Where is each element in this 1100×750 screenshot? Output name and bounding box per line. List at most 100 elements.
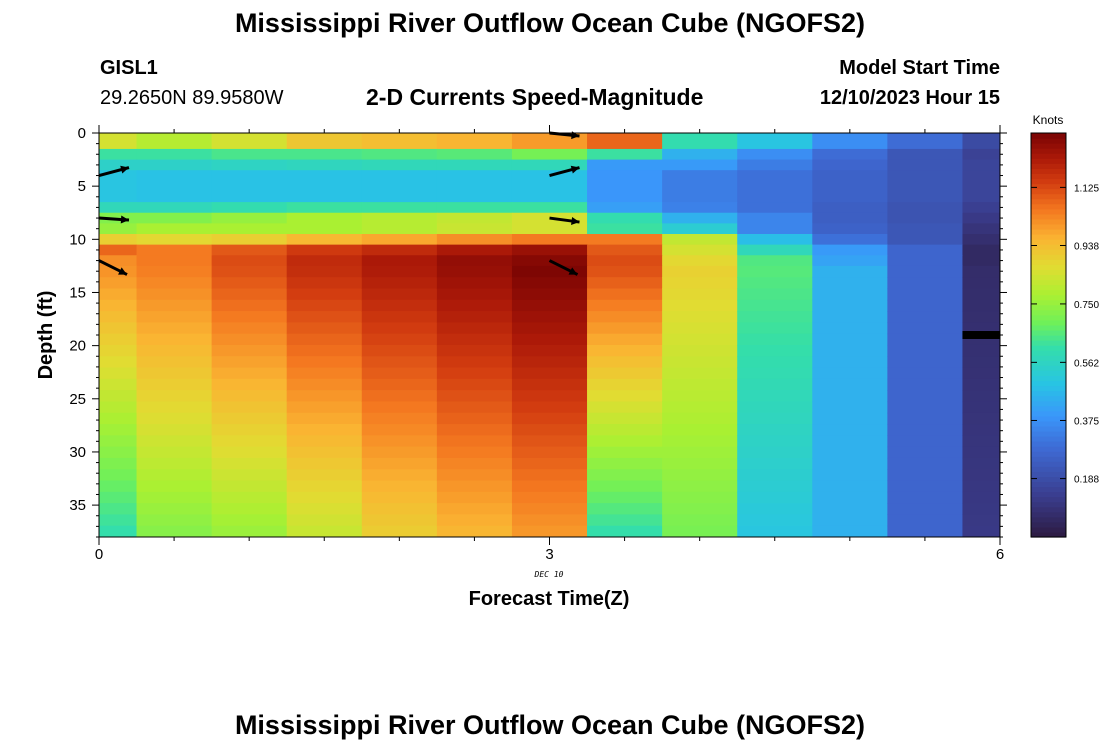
heatmap-cell	[99, 322, 138, 335]
colorbar-segment	[1031, 506, 1066, 513]
heatmap-cell	[662, 446, 738, 459]
heatmap-cell	[361, 446, 438, 459]
heatmap-cell	[361, 378, 438, 391]
colorbar-tick-label: 0.938	[1074, 241, 1099, 252]
colorbar-segment	[1031, 456, 1066, 462]
heatmap-cell	[286, 311, 363, 323]
heatmap-cell	[136, 159, 213, 171]
heatmap-cell	[962, 223, 1000, 235]
heatmap-cell	[812, 469, 888, 482]
heatmap-cell	[662, 223, 738, 235]
current-arrow	[548, 259, 579, 276]
heatmap-cell	[436, 244, 513, 256]
heatmap-cell	[136, 367, 213, 380]
heatmap-cell	[211, 333, 288, 346]
heatmap-cell	[587, 170, 663, 203]
heatmap-cell	[286, 480, 363, 493]
heatmap-cell	[587, 344, 663, 357]
heatmap-cell	[99, 159, 138, 171]
heatmap-cell	[737, 390, 813, 403]
heatmap-cell	[812, 412, 888, 425]
colorbar-segment	[1031, 218, 1066, 225]
colorbar-segment	[1031, 244, 1066, 250]
heatmap-cell	[511, 299, 588, 312]
colorbar-segment	[1031, 299, 1066, 306]
colorbar-segment	[1031, 228, 1066, 235]
heatmap-cell	[436, 503, 513, 516]
heatmap-cell	[136, 424, 213, 436]
heatmap-cell	[887, 299, 964, 312]
heatmap-cell	[662, 148, 738, 161]
heatmap-cell	[286, 457, 363, 470]
heatmap-cell	[662, 159, 738, 171]
heatmap-cell	[436, 446, 513, 459]
heatmap-cell	[361, 159, 438, 171]
heatmap-cell	[99, 265, 138, 278]
heatmap-cell	[511, 133, 588, 150]
heatmap-cell	[136, 469, 213, 482]
heatmap-cell	[737, 311, 813, 323]
heatmap-cell	[587, 159, 663, 171]
heatmap-cell	[511, 503, 588, 516]
heatmap-cell	[662, 288, 738, 301]
heatmap-cell	[286, 435, 363, 448]
heatmap-cell	[436, 356, 513, 369]
heatmap-cell	[962, 148, 1000, 161]
y-tick-label: 5	[78, 178, 86, 195]
heatmap-cell	[662, 277, 738, 290]
heatmap-cell	[361, 469, 438, 482]
heatmap-cell	[511, 469, 588, 482]
heatmap-cell	[99, 223, 138, 235]
heatmap-cell	[211, 288, 288, 301]
heatmap-cell	[361, 133, 438, 150]
colorbar-segment	[1031, 213, 1066, 220]
heatmap-cell	[211, 525, 288, 537]
heatmap-cell	[812, 333, 888, 346]
heatmap-cell	[361, 311, 438, 323]
heatmap-cell	[962, 435, 1000, 448]
colorbar-segment	[1031, 446, 1066, 452]
heatmap-cell	[436, 322, 513, 335]
heatmap-cell	[887, 378, 964, 391]
heatmap-cell	[136, 333, 213, 346]
colorbar-segment	[1031, 461, 1066, 467]
heatmap-cell	[136, 435, 213, 448]
heatmap-cell	[662, 255, 738, 267]
heatmap-cell	[887, 356, 964, 369]
colorbar-segment	[1031, 193, 1066, 200]
heatmap-cell	[136, 525, 213, 537]
heatmap-cell	[361, 344, 438, 357]
heatmap-cell	[737, 514, 813, 527]
heatmap-cell	[812, 159, 888, 171]
heatmap-cell	[511, 288, 588, 301]
colorbar-segment	[1031, 259, 1066, 265]
heatmap-cell	[436, 212, 513, 224]
colorbar-segment	[1031, 314, 1066, 321]
colorbar-segment	[1031, 526, 1066, 533]
colorbar-tick-label: 1.125	[1074, 183, 1099, 194]
heatmap-cell	[436, 311, 513, 323]
heatmap-cell	[286, 244, 363, 256]
heatmap-cell	[812, 148, 888, 161]
chart-title: Mississippi River Outflow Ocean Cube (NG…	[234, 8, 866, 38]
heatmap-cell	[662, 514, 738, 527]
colorbar-segment	[1031, 203, 1066, 210]
colorbar-segment	[1031, 234, 1066, 240]
colorbar-segment	[1031, 294, 1066, 301]
heatmap-cell	[99, 435, 138, 448]
heatmap-cell	[812, 367, 888, 380]
heatmap-cell	[737, 322, 813, 335]
heatmap-cell	[286, 503, 363, 516]
heatmap-cell	[436, 514, 513, 527]
heatmap-cell	[737, 503, 813, 516]
colorbar-segment	[1031, 319, 1066, 326]
model-start-value: 12/10/2023 Hour 15	[819, 87, 1000, 109]
heatmap-cell	[286, 401, 363, 414]
heatmap-cell	[436, 435, 513, 448]
colorbar-tick-label: 0.562	[1074, 358, 1099, 369]
colorbar-segment	[1031, 395, 1066, 402]
station-id: GISL1	[100, 57, 158, 79]
current-arrow	[549, 165, 580, 177]
heatmap-cell	[962, 170, 1000, 203]
heatmap-cell	[812, 170, 888, 203]
